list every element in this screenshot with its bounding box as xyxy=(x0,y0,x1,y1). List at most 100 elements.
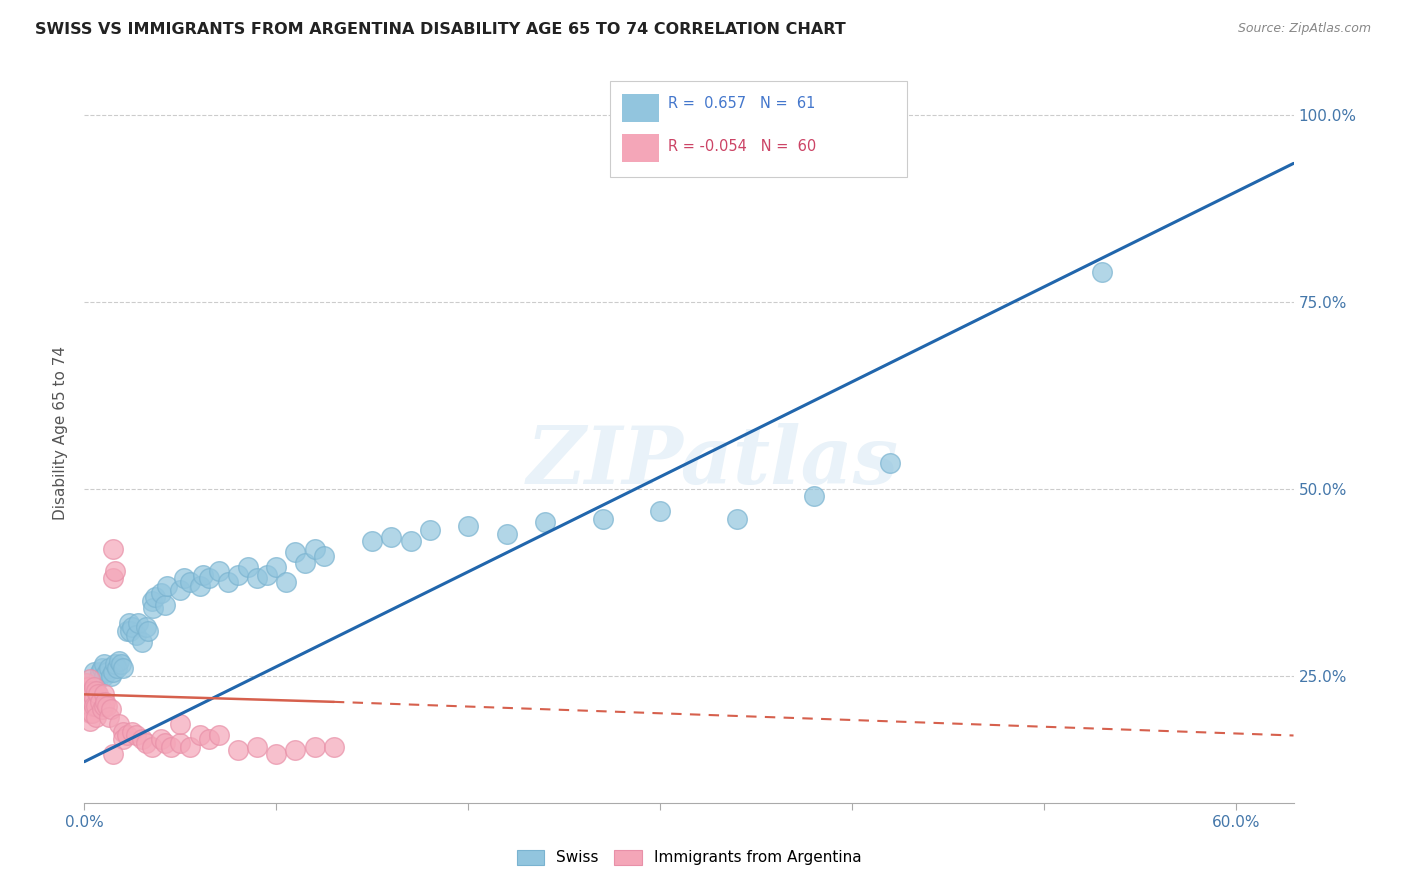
Point xyxy=(380,530,402,544)
Point xyxy=(127,616,149,631)
Point xyxy=(96,665,118,679)
Point xyxy=(131,635,153,649)
Point xyxy=(145,590,167,604)
Point xyxy=(419,523,441,537)
Text: R = -0.054   N =  60: R = -0.054 N = 60 xyxy=(668,138,817,153)
FancyBboxPatch shape xyxy=(610,81,907,178)
Point xyxy=(90,702,112,716)
Point xyxy=(131,732,153,747)
Point xyxy=(274,575,297,590)
Point xyxy=(266,747,288,762)
Point xyxy=(80,683,103,698)
Point xyxy=(77,680,100,694)
Point xyxy=(83,665,105,679)
Point xyxy=(96,698,118,713)
Point xyxy=(108,654,131,668)
Point xyxy=(98,661,121,675)
Point xyxy=(141,594,163,608)
Point xyxy=(150,732,173,747)
Point xyxy=(115,729,138,743)
Point xyxy=(592,511,614,525)
Point xyxy=(879,456,901,470)
Point xyxy=(314,549,336,563)
Point xyxy=(193,567,215,582)
Point xyxy=(322,739,344,754)
Point xyxy=(111,724,134,739)
Point xyxy=(135,620,157,634)
Y-axis label: Disability Age 65 to 74: Disability Age 65 to 74 xyxy=(53,345,69,520)
Point xyxy=(83,691,105,706)
Point xyxy=(115,624,138,638)
Point xyxy=(226,567,249,582)
Point xyxy=(111,661,134,675)
Point xyxy=(304,541,326,556)
Point xyxy=(77,687,100,701)
Point xyxy=(100,668,122,682)
Point xyxy=(173,571,195,585)
Point xyxy=(236,560,259,574)
Point xyxy=(246,739,269,754)
Point xyxy=(77,691,100,706)
Point xyxy=(93,657,115,672)
Point xyxy=(75,676,97,690)
Point xyxy=(803,489,825,503)
Point xyxy=(87,687,110,701)
Point xyxy=(294,557,316,571)
Point xyxy=(217,575,239,590)
Text: SWISS VS IMMIGRANTS FROM ARGENTINA DISABILITY AGE 65 TO 74 CORRELATION CHART: SWISS VS IMMIGRANTS FROM ARGENTINA DISAB… xyxy=(35,22,846,37)
Point xyxy=(79,673,101,687)
Point xyxy=(121,724,143,739)
Point xyxy=(457,519,479,533)
Point xyxy=(188,729,211,743)
Point xyxy=(156,579,179,593)
Point xyxy=(79,706,101,720)
Point xyxy=(208,564,231,578)
Point xyxy=(179,739,201,754)
Point xyxy=(111,732,134,747)
Point xyxy=(89,695,111,709)
Point xyxy=(284,545,307,559)
Point xyxy=(1090,265,1112,279)
Point xyxy=(188,579,211,593)
Point xyxy=(142,601,165,615)
Point xyxy=(101,571,124,585)
Point xyxy=(256,567,278,582)
Point xyxy=(87,673,110,687)
Point xyxy=(90,661,112,675)
Bar xyxy=(623,94,659,121)
Point xyxy=(198,571,221,585)
Point xyxy=(93,698,115,713)
Point xyxy=(153,736,176,750)
Point xyxy=(141,739,163,754)
Point xyxy=(117,616,139,631)
Point xyxy=(169,582,191,597)
Point xyxy=(125,627,148,641)
Point xyxy=(304,739,326,754)
Text: R =  0.657   N =  61: R = 0.657 N = 61 xyxy=(668,95,815,111)
Point xyxy=(150,586,173,600)
Point xyxy=(246,571,269,585)
Point xyxy=(89,665,111,679)
Point xyxy=(83,698,105,713)
Point xyxy=(105,661,128,675)
Point xyxy=(208,729,231,743)
Point xyxy=(79,691,101,706)
Point xyxy=(725,511,748,525)
Point xyxy=(284,743,307,757)
Point xyxy=(101,541,124,556)
Point xyxy=(84,683,107,698)
Point xyxy=(169,717,191,731)
Text: ZIPatlas: ZIPatlas xyxy=(527,424,900,501)
Point xyxy=(73,680,96,694)
Point xyxy=(101,747,124,762)
Point xyxy=(650,504,672,518)
Point xyxy=(79,714,101,728)
Text: Source: ZipAtlas.com: Source: ZipAtlas.com xyxy=(1237,22,1371,36)
Point xyxy=(83,680,105,694)
Legend: Swiss, Immigrants from Argentina: Swiss, Immigrants from Argentina xyxy=(516,849,862,865)
Point xyxy=(136,624,159,638)
Point xyxy=(80,706,103,720)
Bar xyxy=(623,135,659,162)
Point xyxy=(75,683,97,698)
Point xyxy=(80,695,103,709)
